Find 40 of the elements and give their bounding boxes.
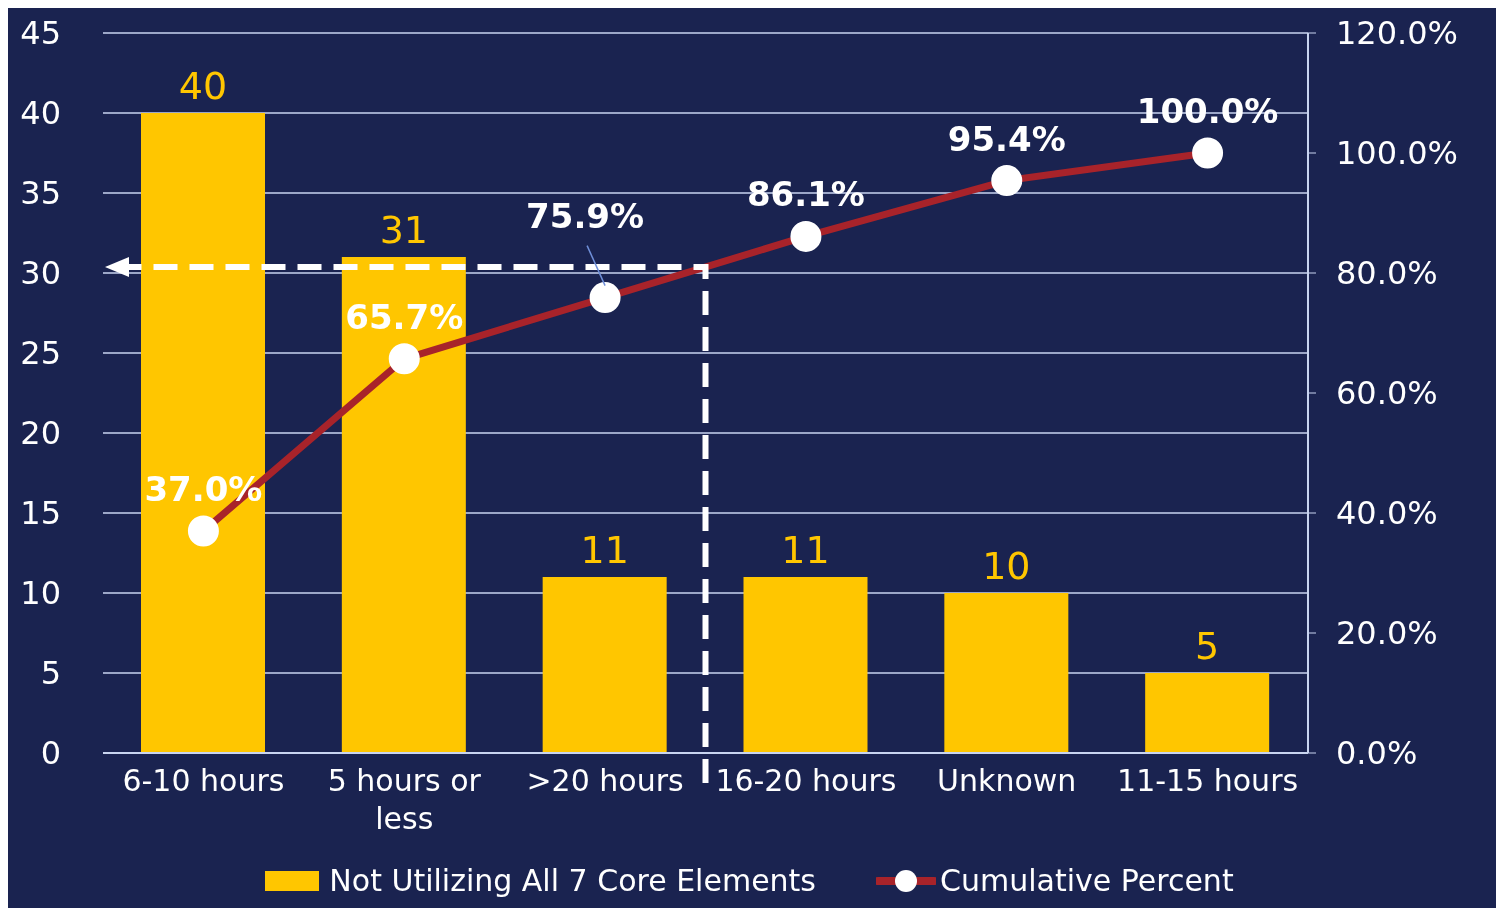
y2-tick-label: 80.0% [1336,254,1438,293]
x-tick-label: 6-10 hours [122,763,285,798]
y-tick-label: 15 [20,494,61,533]
bar [141,113,265,753]
y-tick-label: 20 [20,414,61,453]
bar [944,593,1069,753]
bar [1145,673,1270,753]
data-label: 11 [580,528,629,572]
x-tick-label: 5 hours or less [327,763,482,836]
y-tick-label: 25 [20,334,61,373]
legend-label: Not Utilizing All 7 Core Elements [329,863,816,898]
x-tick-label: Unknown [937,763,1077,798]
y-tick-label: 5 [40,654,61,693]
data-label: 95.4% [947,118,1066,159]
bar [542,577,667,753]
data-label: 75.9% [526,195,645,236]
y-tick-label: 0 [40,734,61,773]
y-tick-label: 40 [20,94,61,133]
data-label: 31 [379,208,429,252]
y2-tick-label: 60.0% [1336,374,1438,413]
y2-tick-label: 0.0% [1336,734,1418,773]
y-tick-label: 35 [20,174,61,213]
data-label: 5 [1195,624,1220,668]
data-label: 65.7% [345,296,464,337]
y-tick-label: 45 [20,14,61,53]
y-tick-label: 30 [20,254,61,293]
data-label: 40 [178,64,228,108]
y2-tick-label: 120.0% [1336,14,1459,53]
data-label: 11 [781,528,830,572]
x-tick-label: >20 hours [526,763,684,798]
y-tick-label: 10 [20,574,61,613]
x-tick-label: 16-20 hours [715,763,897,798]
legend-label: Cumulative Percent [940,863,1234,898]
y2-tick-label: 100.0% [1336,134,1459,173]
y2-tick-label: 40.0% [1336,494,1438,533]
data-label: 10 [982,544,1031,588]
bar [743,577,868,753]
y2-tick-label: 20.0% [1336,614,1438,653]
bar [341,257,466,753]
x-tick-label: 11-15 hours [1117,763,1299,798]
